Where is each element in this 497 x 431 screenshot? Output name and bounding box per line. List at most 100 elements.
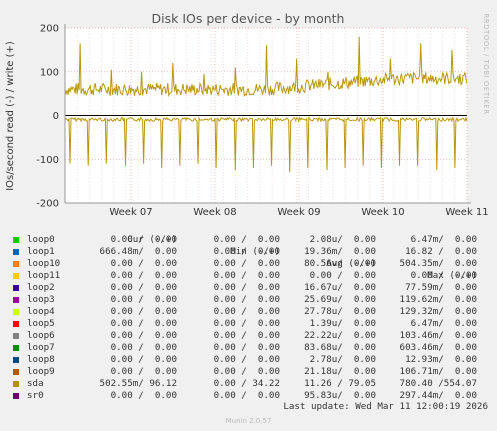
legend-row-sda: sda 502.55m/ 96.12 0.00 / 34.22 11.26 / 79.… (8, 378, 490, 390)
legend-cur: 0.00 / 0.00 (110, 342, 177, 353)
legend-row-loop9: loop9 0.00 / 0.00 0.00 / 0.00 21.18u/ 0.00 1… (8, 366, 490, 378)
y-tick-label: 0 (53, 111, 59, 122)
x-tick-label: Week 07 (109, 207, 152, 218)
legend-row-loop10: loop10 0.00 / 0.00 0.00 / 0.00 80.56u/ 0.00… (8, 258, 490, 270)
legend-max: 119.62m/ 0.00 (399, 294, 477, 305)
legend-min: 0.00 / 0.00 (213, 306, 280, 317)
legend-row-loop4: loop4 0.00 / 0.00 0.00 / 0.00 27.78u/ 0.00 1… (8, 306, 490, 318)
legend-name: loop11 (27, 270, 61, 281)
legend-name: loop9 (27, 366, 55, 377)
legend-max: 504.35m/ 0.00 (399, 258, 477, 269)
legend-avg: 27.78u/ 0.00 (304, 306, 376, 317)
legend-max: 106.71m/ 0.00 (399, 366, 477, 377)
rrdtool-credit: RRDTOOL / TOBI OETIKER (482, 13, 490, 114)
legend-name: loop0 (27, 234, 55, 245)
legend-row-loop0: loop0 0.00 / 0.00 0.00 / 0.00 2.08u/ 0.00 6.… (8, 234, 490, 246)
legend-min: 0.00 / 0.00 (213, 330, 280, 341)
legend-min: 0.00 / 0.00 (213, 234, 280, 245)
y-ticks: -200 -100 0 100 200 (36, 24, 59, 210)
legend-swatch (13, 345, 19, 351)
munin-version: Munin 2.0.57 (225, 417, 272, 425)
legend-max: 297.44m/ 0.00 (399, 390, 477, 401)
legend-name: loop7 (27, 342, 55, 353)
legend-max: 12.93m/ 0.00 (405, 354, 477, 365)
header-max: Max (-/+) (427, 270, 477, 281)
legend-name: loop4 (27, 306, 55, 317)
legend-max: 16.82 / 0.00 (405, 246, 477, 257)
legend-header: Cur (-/+) Min (-/+) Avg (-/+) Max (-/+) (8, 222, 490, 281)
legend-cur: 0.00 / 0.00 (110, 354, 177, 365)
legend-max: 103.46m/ 0.00 (399, 330, 477, 341)
header-min: Min (-/+) (230, 246, 280, 257)
legend-swatch (13, 261, 19, 267)
legend-cur: 0.00 / 0.00 (110, 294, 177, 305)
legend-cur: 502.55m/ 96.12 (99, 378, 177, 389)
legend-min: 0.00 / 0.00 (213, 246, 280, 257)
legend-swatch (13, 333, 19, 339)
legend-cur: 0.00 / 0.00 (110, 258, 177, 269)
legend-max: 129.32m/ 0.00 (399, 306, 477, 317)
legend-max: 780.40 /554.07 (399, 378, 477, 389)
legend-name: sr0 (27, 390, 44, 401)
legend-avg: 21.18u/ 0.00 (304, 366, 376, 377)
legend-swatch (13, 297, 19, 303)
x-tick-label: Week 09 (277, 207, 320, 218)
legend-avg: 2.08u/ 0.00 (309, 234, 376, 245)
series-lines (64, 36, 468, 173)
legend-cur: 0.00 / 0.00 (110, 270, 177, 281)
legend-row-loop2: loop2 0.00 / 0.00 0.00 / 0.00 16.67u/ 0.00 7… (8, 282, 490, 294)
legend-min: 0.00 / 0.00 (213, 390, 280, 401)
last-update: Last update: Wed Mar 11 12:00:19 2026 (283, 401, 488, 412)
legend-name: sda (27, 378, 44, 389)
legend-avg: 95.83u/ 0.00 (304, 390, 376, 401)
legend-swatch (13, 273, 19, 279)
legend-name: loop6 (27, 330, 55, 341)
legend-swatch (13, 309, 19, 315)
y-tick-label: -200 (36, 199, 59, 210)
legend-name: loop3 (27, 294, 55, 305)
legend-swatch (13, 357, 19, 363)
legend-swatch (13, 285, 19, 291)
legend-swatch (13, 237, 19, 243)
legend-cur: 0.00 / 0.00 (110, 390, 177, 401)
legend-avg: 16.67u/ 0.00 (304, 282, 376, 293)
legend-name: loop8 (27, 354, 55, 365)
x-ticks: Week 07 Week 08 Week 09 Week 10 Week 11 (109, 207, 488, 218)
legend-max: 6.47m/ 0.00 (410, 234, 477, 245)
legend-avg: 11.26 / 79.05 (304, 378, 376, 389)
legend-avg: 25.69u/ 0.00 (304, 294, 376, 305)
legend-cur: 0.00 / 0.00 (110, 306, 177, 317)
legend-row-loop5: loop5 0.00 / 0.00 0.00 / 0.00 1.39u/ 0.00 6.… (8, 318, 490, 330)
legend: Cur (-/+) Min (-/+) Avg (-/+) Max (-/+) … (8, 222, 490, 402)
legend-swatch (13, 321, 19, 327)
legend-max: 603.46m/ 0.00 (399, 342, 477, 353)
legend-rows: loop0 0.00 / 0.00 0.00 / 0.00 2.08u/ 0.00 6.… (8, 234, 490, 402)
legend-avg: 19.36m/ 0.00 (304, 246, 376, 257)
series-sda-read (64, 116, 468, 173)
legend-name: loop5 (27, 318, 55, 329)
legend-row-loop3: loop3 0.00 / 0.00 0.00 / 0.00 25.69u/ 0.00 1… (8, 294, 490, 306)
legend-swatch (13, 393, 19, 399)
legend-min: 0.00 / 0.00 (213, 294, 280, 305)
legend-row-loop1: loop1 666.48m/ 0.00 0.00 / 0.00 19.36m/ 0.0… (8, 246, 490, 258)
legend-cur: 0.00 / 0.00 (110, 282, 177, 293)
y-tick-label: -100 (36, 155, 59, 166)
legend-row-loop7: loop7 0.00 / 0.00 0.00 / 0.00 83.68u/ 0.00 6… (8, 342, 490, 354)
legend-min: 0.00 / 0.00 (213, 366, 280, 377)
legend-min: 0.00 / 34.22 (213, 378, 280, 389)
legend-min: 0.00 / 0.00 (213, 318, 280, 329)
legend-avg: 1.39u/ 0.00 (309, 318, 376, 329)
legend-swatch (13, 381, 19, 387)
legend-cur: 0.00 / 0.00 (110, 366, 177, 377)
legend-row-loop11: loop11 0.00 / 0.00 0.00 / 0.00 0.00 / 0.00 0… (8, 270, 490, 282)
legend-row-loop8: loop8 0.00 / 0.00 0.00 / 0.00 2.78u/ 0.00 12… (8, 354, 490, 366)
legend-max: 0.00 / 0.00 (410, 270, 477, 281)
legend-swatch (13, 369, 19, 375)
legend-cur: 0.00 / 0.00 (110, 318, 177, 329)
x-tick-label: Week 08 (193, 207, 236, 218)
x-tick-label: Week 10 (361, 207, 404, 218)
legend-avg: 22.22u/ 0.00 (304, 330, 376, 341)
y-axis-label: IOs/second read (-) / write (+) (5, 41, 16, 191)
chart-title: Disk IOs per device - by month (152, 11, 345, 26)
